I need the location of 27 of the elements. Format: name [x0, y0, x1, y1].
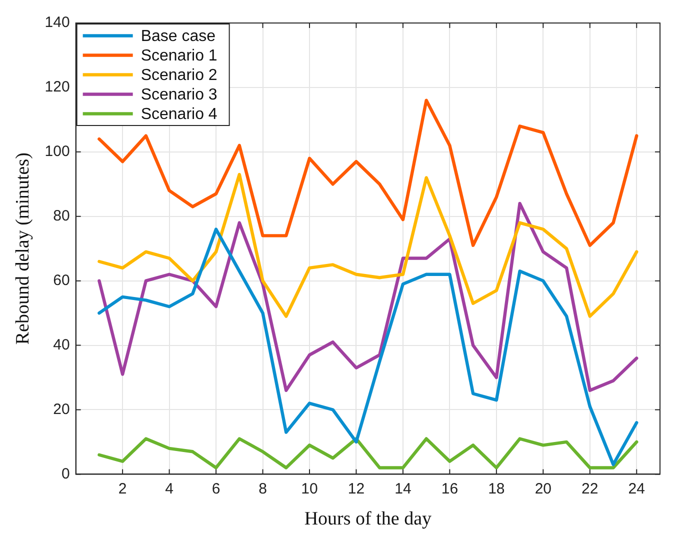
x-tick-label: 2	[118, 480, 127, 498]
x-tick-label: 20	[534, 480, 552, 498]
x-tick-label: 10	[301, 480, 318, 498]
x-tick-label: 24	[628, 480, 645, 498]
x-tick-label: 8	[258, 480, 267, 498]
legend-label: Scenario 1	[140, 48, 218, 65]
y-tick-label: 0	[61, 465, 70, 482]
y-tick-label: 40	[53, 336, 70, 354]
y-tick-label: 20	[53, 400, 70, 418]
x-tick-label: 18	[488, 480, 505, 498]
legend-label: Base case	[140, 28, 216, 46]
legend-label: Scenario 4	[140, 106, 218, 124]
x-axis-title: Hours of the day	[304, 508, 432, 530]
legend-label: Scenario 3	[140, 86, 218, 104]
y-tick-label: 140	[44, 14, 70, 32]
y-axis-title: Rebound delay (minutes)	[12, 152, 34, 345]
y-tick-label: 60	[53, 272, 70, 289]
x-tick-label: 14	[394, 480, 412, 498]
x-tick-label: 4	[165, 480, 174, 498]
x-tick-label: 12	[348, 480, 365, 498]
x-tick-label: 6	[212, 480, 220, 498]
x-tick-label: 22	[582, 480, 598, 498]
x-tick-label: 16	[441, 480, 458, 498]
y-tick-label: 80	[53, 208, 70, 225]
legend-label: Scenario 2	[140, 67, 218, 84]
y-tick-label: 100	[44, 143, 70, 160]
y-tick-label: 120	[44, 78, 70, 96]
